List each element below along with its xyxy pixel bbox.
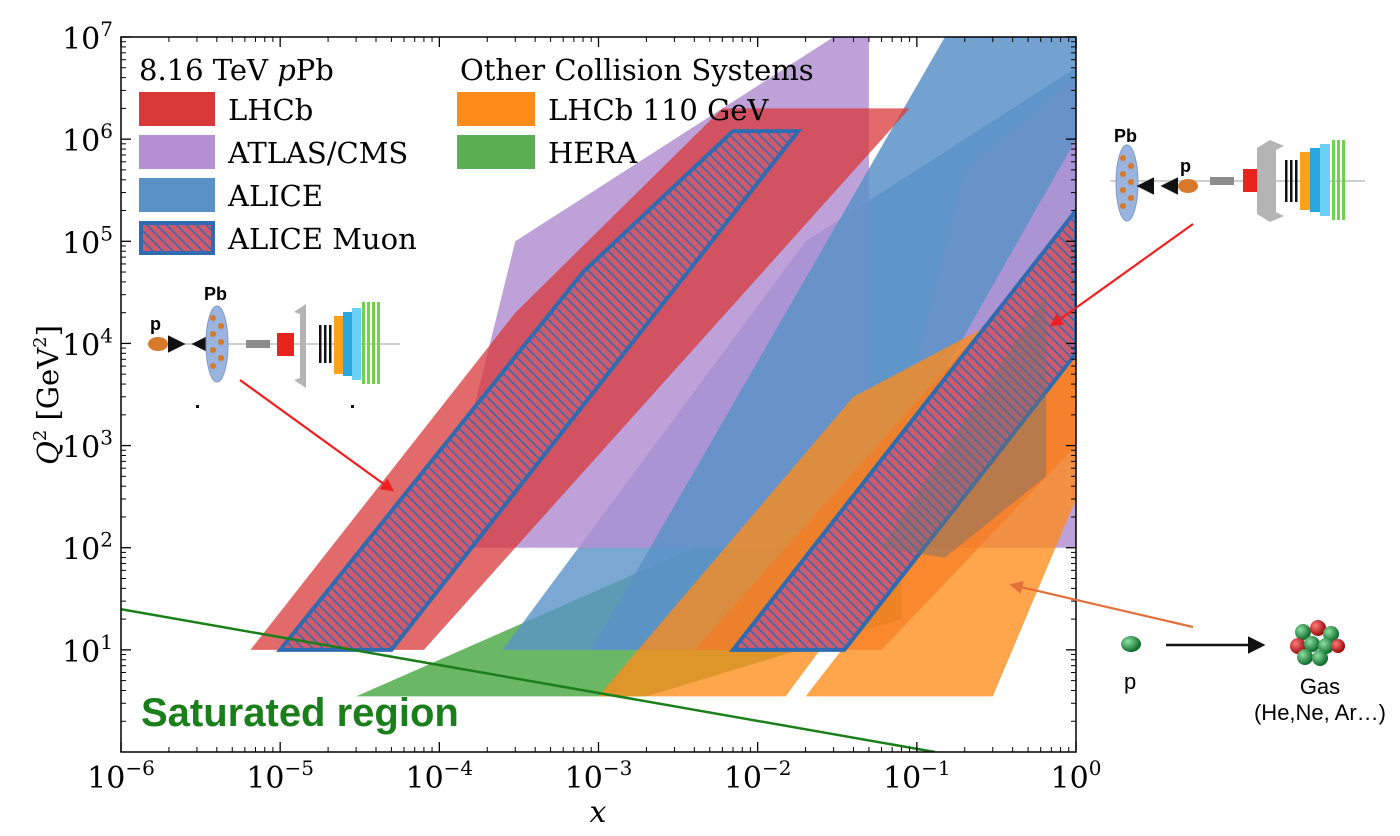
calorimeter-muon-icon (1300, 140, 1345, 220)
data-regions (250, 37, 1076, 697)
vertex-detector-icon (246, 340, 270, 348)
proton-label: p (1124, 669, 1136, 694)
nucleon-dots (210, 315, 224, 369)
y-axis-label: Q2 [GeV2] (30, 325, 65, 465)
x-tick-label: 10−1 (883, 756, 951, 796)
x-tick-label: 10−4 (405, 756, 473, 796)
lead-nucleus-icon (205, 305, 229, 383)
axis-ticks: 10−6 10−5 10−4 10−3 10−2 10−1 100 101 102 103 104 1… (62, 17, 1101, 796)
legend-swatch-lhcb (139, 92, 215, 126)
calorimeter-muon-icon (334, 302, 380, 384)
proton-label: p (1180, 156, 1191, 176)
region-alice-muon-backward (728, 207, 1076, 652)
legend-swatch-lhcb-110 (457, 92, 535, 126)
x-tick-label: 100 (1051, 756, 1102, 796)
x-tick-label: 10−5 (246, 756, 314, 796)
x-tick-label: 10−6 (87, 756, 155, 796)
region-alice-forward (591, 37, 1076, 650)
tracker-stations-icon (1285, 160, 1298, 202)
legend-label-lhcb: LHCb (228, 93, 313, 127)
inset-fixed-target: p Gas (He,Ne, Ar…) (1121, 620, 1386, 725)
legend-swatch-alice-muon (139, 221, 215, 255)
annotation-arrow (1009, 580, 1194, 629)
x-axis-label: x (590, 795, 607, 830)
saturation-line (121, 607, 936, 752)
inset-p-pb-forward: p Pb (148, 284, 400, 408)
inset-pb-p-backward: Pb p (1110, 126, 1365, 222)
magnet-icon (1257, 140, 1284, 222)
dot-marker (196, 405, 199, 408)
legend-label-alice-muon: ALICE Muon (227, 222, 417, 256)
rich-detector-icon (1243, 169, 1259, 192)
rich-detector-icon (277, 333, 294, 356)
y-tick-label: 106 (62, 119, 113, 159)
legend-label-hera: HERA (548, 136, 638, 170)
saturation-line-layer (121, 607, 936, 752)
legend-swatch-atlas-cms (139, 135, 215, 169)
legend-swatch-alice (139, 178, 215, 212)
dot-marker (351, 405, 354, 408)
gas-nuclei-icon (1290, 620, 1345, 666)
saturated-region-label: Saturated region (141, 691, 459, 735)
nucleon-dots (1120, 155, 1134, 209)
x-tick-label: 10−2 (724, 756, 792, 796)
magnet-icon (294, 304, 306, 388)
legend-label-lhcb-110: LHCb 110 GeV (548, 93, 769, 127)
proton-icon (1121, 636, 1141, 652)
vertex-detector-icon (1210, 177, 1234, 185)
gas-species-label: (He,Ne, Ar…) (1254, 700, 1386, 725)
annotation-arrows (239, 223, 1194, 629)
y-tick-label: 101 (62, 630, 113, 670)
y-tick-label: 102 (62, 528, 113, 568)
y-tick-label: 103 (62, 426, 113, 466)
lead-label: Pb (204, 284, 227, 304)
y-tick-label: 107 (62, 17, 113, 57)
annotation-arrow (1049, 223, 1194, 327)
legend-label-alice: ALICE (227, 179, 323, 213)
lead-nucleus-icon (1115, 144, 1139, 222)
legend-header-other: Other Collision Systems (460, 53, 814, 87)
y-tick-label: 104 (62, 323, 113, 363)
tracker-stations-icon (319, 325, 332, 363)
x-tick-label: 10−3 (565, 756, 633, 796)
region-alice-muon-forward (276, 129, 803, 652)
proton-icon (1178, 179, 1198, 193)
y-tick-label: 105 (62, 221, 113, 261)
legend-swatch-hera (457, 135, 535, 169)
legend: 8.16 TeV pPb Other Collision Systems LHC… (139, 53, 814, 256)
gas-label: Gas (1300, 674, 1340, 699)
proton-icon (148, 337, 168, 351)
region-shadow (881, 294, 1047, 558)
annotation-arrow (239, 379, 395, 492)
lead-label: Pb (1114, 126, 1137, 146)
proton-label: p (150, 314, 161, 334)
legend-label-atlas-cms: ATLAS/CMS (227, 136, 408, 170)
legend-header-ppb: 8.16 TeV pPb (139, 53, 334, 87)
